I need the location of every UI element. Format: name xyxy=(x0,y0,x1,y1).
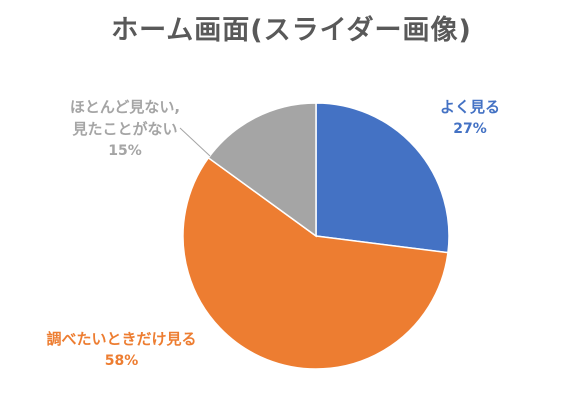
slice-label-sometimes-text: 調べたいときだけ見る xyxy=(46,330,197,348)
slice-label-never-line2: 見たことがない xyxy=(72,120,178,138)
slice-label-sometimes: 調べたいときだけ見る 58% xyxy=(4,328,239,372)
leader-line-never xyxy=(179,127,211,157)
slice-value-never: 15% xyxy=(108,143,142,159)
slice-label-often: よく見る 27% xyxy=(415,96,525,140)
slice-label-often-text: よく見る xyxy=(439,98,500,116)
slice-value-sometimes: 58% xyxy=(104,353,139,369)
chart-title: ホーム画面(スライダー画像) xyxy=(111,15,472,46)
slice-label-never-line1: ほとんど見ない, xyxy=(69,98,181,116)
slice-sometimes xyxy=(182,156,449,370)
slice-never xyxy=(207,102,317,238)
slice-value-often: 27% xyxy=(453,121,487,137)
slice-often xyxy=(315,102,450,254)
pie-slices xyxy=(182,102,450,370)
slice-label-never: ほとんど見ない, 見たことがない 15% xyxy=(20,96,230,162)
